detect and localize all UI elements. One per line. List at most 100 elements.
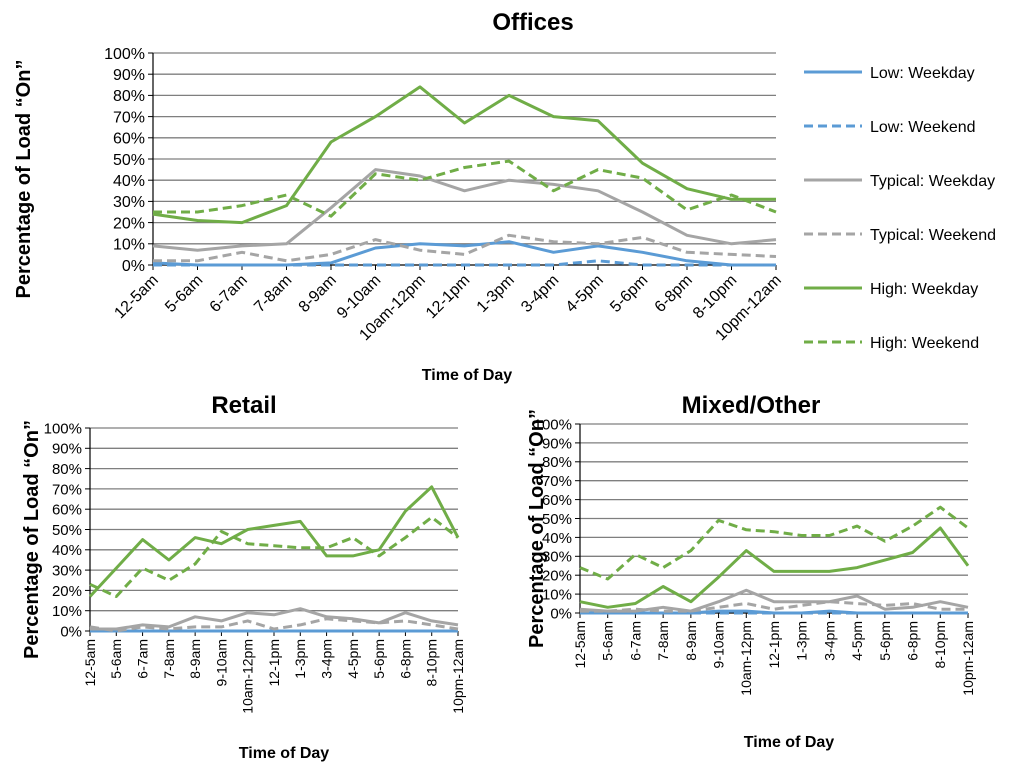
series-line-high-weekend — [89, 515, 459, 598]
y-tick-label: 30% — [542, 549, 572, 566]
x-tick-label: 12-5am — [572, 621, 588, 668]
x-tick-label: 12-5am — [82, 639, 98, 686]
x-tick-label: 10am-12pm — [738, 621, 754, 696]
y-tick-label: 70% — [113, 109, 145, 126]
x-tick-label: 7-8am — [655, 621, 671, 661]
y-tick-label: 60% — [52, 502, 82, 519]
y-tick-label: 80% — [52, 461, 82, 478]
series-line-typical-weekend — [89, 617, 459, 633]
y-axis-title: Percentage of Load “On” — [526, 409, 548, 648]
x-tick-label: 8-10pm — [424, 639, 440, 686]
series-line-high-weekday — [88, 485, 460, 598]
x-tick-label: 10pm-12am — [450, 639, 466, 714]
series-line-high-weekend — [153, 159, 777, 218]
x-tick-label: 5-6am — [162, 272, 206, 316]
x-tick-label: 6-8pm — [652, 272, 696, 316]
y-tick-label: 90% — [542, 435, 572, 452]
x-tick-label: 9-10am — [213, 639, 229, 686]
y-tick-label: 50% — [52, 522, 82, 539]
legend-label: Low: Weekday — [870, 65, 975, 82]
x-tick-label: 7-8am — [251, 272, 295, 316]
x-tick-label: 10pm-12am — [960, 621, 976, 696]
series-line-high-weekday — [152, 85, 776, 225]
x-tick-label: 3-4pm — [318, 639, 334, 679]
y-tick-label: 90% — [113, 67, 145, 84]
y-tick-label: 60% — [113, 131, 145, 148]
x-tick-label: 12-1pm — [423, 272, 473, 322]
series-line-high-weekend — [579, 505, 969, 581]
y-tick-label: 80% — [542, 454, 572, 471]
x-tick-label: 12-1pm — [266, 639, 282, 686]
x-tick-label: 7-8am — [161, 639, 177, 679]
x-tick-label: 12-5am — [111, 272, 161, 322]
chart-title: Offices — [492, 9, 573, 36]
y-tick-label: 50% — [542, 511, 572, 528]
x-tick-label: 12-1pm — [766, 621, 782, 668]
x-tick-label: 8-9am — [296, 272, 340, 316]
x-tick-label: 3-4pm — [518, 272, 562, 316]
series-line-typical-weekday — [152, 168, 777, 252]
x-axis-title: Time of Day — [744, 734, 835, 751]
x-tick-label: 1-3pm — [794, 621, 810, 661]
y-tick-label: 50% — [113, 152, 145, 169]
x-tick-label: 1-3pm — [292, 639, 308, 679]
series-line-typical-weekend — [153, 233, 777, 263]
x-tick-label: 4-5pm — [345, 639, 361, 679]
y-axis-title: Percentage of Load “On” — [13, 60, 35, 299]
y-tick-label: 0% — [122, 258, 145, 275]
y-tick-label: 100% — [104, 46, 145, 63]
x-tick-label: 8-9am — [683, 621, 699, 661]
y-tick-label: 70% — [542, 473, 572, 490]
legend-label: Typical: Weekday — [870, 173, 995, 190]
series-line-high-weekday — [579, 526, 970, 609]
x-axis-title: Time of Day — [422, 367, 513, 384]
y-tick-label: 60% — [542, 492, 572, 509]
y-tick-label: 10% — [52, 603, 82, 620]
y-tick-label: 80% — [113, 88, 145, 105]
x-tick-label: 5-6pm — [371, 639, 387, 679]
chart-offices: Offices 0% 10% 20% 30% 40% 50% 60% 70% 80% 90% 100%… — [13, 9, 785, 384]
x-tick-label: 4-5pm — [849, 621, 865, 661]
legend-label: Typical: Weekend — [870, 227, 996, 244]
y-tick-label: 30% — [113, 194, 145, 211]
chart-mixed-other: Mixed/Other 0%10% 20% 30% 40% 50% 60% 70% 80% 90%… — [526, 392, 976, 751]
x-tick-label: 5-6am — [600, 621, 616, 661]
x-tick-label: 8-9am — [187, 639, 203, 679]
legend-label: Low: Weekend — [870, 119, 976, 136]
legend-label: High: Weekday — [870, 281, 978, 298]
x-tick-label: 6-8pm — [904, 621, 920, 661]
y-tick-label: 90% — [52, 441, 82, 458]
x-tick-label: 1-3pm — [474, 272, 518, 316]
y-tick-label: 10% — [542, 587, 572, 604]
chart-retail: Retail 0% 10% 20% 30% 40% 50% 60% 70% 80% 90% 100% 1… — [21, 392, 466, 762]
y-tick-label: 0% — [60, 623, 82, 640]
x-tick-label: 6-7am — [207, 272, 251, 316]
y-tick-label: 40% — [52, 542, 82, 559]
y-tick-label: 70% — [52, 481, 82, 498]
y-axis-title: Percentage of Load “On” — [21, 420, 43, 659]
y-tick-label: 40% — [113, 173, 145, 190]
legend: Low: Weekday Low: Weekend Typical: Weekday… — [804, 65, 996, 352]
y-tick-label: 30% — [52, 563, 82, 580]
x-tick-label: 6-8pm — [397, 639, 413, 679]
legend-label: High: Weekend — [870, 335, 979, 352]
x-tick-label: 6-7am — [627, 621, 643, 661]
x-tick-label: 5-6pm — [877, 621, 893, 661]
y-tick-label: 40% — [542, 530, 572, 547]
x-tick-label: 10am-12pm — [240, 639, 256, 714]
x-tick-label: 9-10am — [710, 621, 726, 668]
y-tick-label: 20% — [113, 215, 145, 232]
series-line-typical-weekend — [580, 600, 968, 613]
x-tick-label: 8-10pm — [932, 621, 948, 668]
chart-title: Mixed/Other — [682, 392, 821, 419]
x-tick-label: 5-6am — [108, 639, 124, 679]
y-tick-label: 20% — [52, 583, 82, 600]
x-tick-label: 3-4pm — [821, 621, 837, 661]
y-tick-label: 20% — [542, 568, 572, 585]
y-tick-label: 100% — [534, 416, 572, 433]
y-tick-label: 10% — [113, 237, 145, 254]
x-tick-label: 6-7am — [134, 639, 150, 679]
x-tick-label: 5-6pm — [607, 272, 651, 316]
y-tick-label: 100% — [44, 420, 82, 437]
